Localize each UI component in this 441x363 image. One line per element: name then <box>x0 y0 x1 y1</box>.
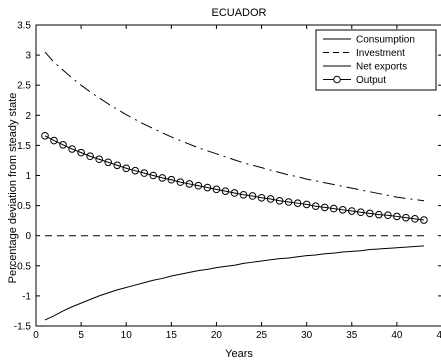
x-tick-label: 45 <box>436 330 441 341</box>
x-tick-label: 40 <box>391 330 403 341</box>
data-point-output <box>393 212 401 221</box>
data-point-output <box>185 180 194 188</box>
legend-marker <box>333 75 341 84</box>
x-tick-label: 20 <box>211 330 223 341</box>
y-tick-label: 3 <box>25 51 31 62</box>
data-point-output <box>41 131 49 140</box>
data-point-output <box>293 199 302 207</box>
chart-title: ECUADOR <box>211 7 266 19</box>
data-point-output <box>113 161 121 170</box>
data-point-output <box>131 166 140 175</box>
data-point-output <box>176 178 185 186</box>
data-point-output <box>375 210 383 219</box>
data-point-output <box>366 209 374 218</box>
x-tick-label: 30 <box>301 330 313 341</box>
data-point-output <box>68 145 76 153</box>
y-tick-label: -0.5 <box>14 261 32 272</box>
y-tick-label: 2 <box>25 111 31 122</box>
data-point-output <box>203 183 212 192</box>
data-point-output <box>86 152 94 161</box>
data-point-output <box>230 189 239 197</box>
legend-label: Output <box>356 75 386 86</box>
data-point-output <box>311 202 320 211</box>
series-line-net-exports <box>44 245 424 321</box>
plot-area: 0 5 10 15 20 25 30 35 40 45 -1.5 -1 -0.5 0 0.5 1 1.5 2 2.5… <box>14 21 441 341</box>
data-point-output <box>50 136 58 145</box>
data-point-output <box>302 200 311 209</box>
x-tick-label: 35 <box>346 330 358 341</box>
legend-label: Investment <box>356 48 405 59</box>
y-tick-label: -1.5 <box>14 322 32 333</box>
data-point-output <box>420 216 428 224</box>
series-line-investment <box>44 51 425 202</box>
data-point-output <box>140 169 149 177</box>
y-tick-label: 1.5 <box>17 141 31 152</box>
x-tick-label: 10 <box>121 330 133 341</box>
data-point-output <box>284 198 293 206</box>
data-point-output <box>275 196 284 205</box>
x-tick-label: 5 <box>78 330 84 341</box>
data-point-output <box>239 190 248 199</box>
y-tick-label: 2.5 <box>17 81 31 92</box>
data-point-output <box>384 211 392 220</box>
data-point-output <box>266 195 275 203</box>
data-point-output <box>338 206 347 214</box>
legend-label: Consumption <box>356 35 415 46</box>
data-point-output <box>411 215 419 223</box>
x-tick-label: 25 <box>256 330 268 341</box>
y-tick-label: 0 <box>25 231 31 242</box>
legend: Consumption Investment Net exports Output <box>315 29 437 91</box>
data-point-output <box>167 175 176 184</box>
legend-label: Net exports <box>356 62 407 73</box>
data-point-output <box>357 208 365 217</box>
data-point-output <box>248 192 257 200</box>
x-tick-label: 15 <box>166 330 178 341</box>
y-tick-label: 1 <box>25 171 31 182</box>
data-point-output <box>158 174 167 182</box>
series-line-output <box>44 135 425 221</box>
data-point-output <box>149 171 158 180</box>
y-tick-label: 3.5 <box>17 21 31 32</box>
data-point-output <box>329 204 338 213</box>
y-tick-label: -1 <box>22 291 31 302</box>
y-tick-label: 0.5 <box>17 201 31 212</box>
data-point-output <box>77 148 85 157</box>
data-point-output <box>95 155 103 164</box>
data-point-output <box>320 203 329 212</box>
data-point-output <box>402 213 410 222</box>
data-point-output <box>104 158 112 167</box>
y-axis-label: Percentage deviation from steady state <box>7 93 19 284</box>
x-axis-label: Years <box>225 348 253 360</box>
data-point-output <box>221 187 230 195</box>
data-point-output <box>122 164 131 173</box>
data-point-output <box>257 193 266 202</box>
data-point-output <box>59 140 67 149</box>
x-tick-label: 0 <box>33 330 39 341</box>
data-point-output <box>212 185 221 194</box>
data-point-output <box>194 181 203 190</box>
plot-frame <box>35 24 441 327</box>
data-point-output <box>347 207 356 215</box>
